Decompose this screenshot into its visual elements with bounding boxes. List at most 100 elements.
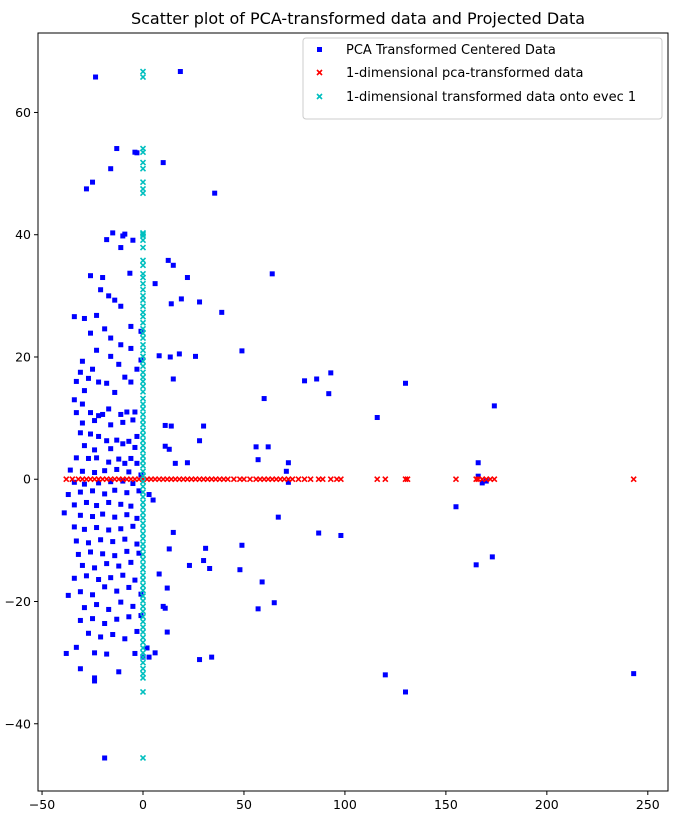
data-point-square <box>130 523 136 529</box>
data-point-square <box>102 584 108 590</box>
data-point-square <box>88 410 93 416</box>
data-point-x <box>139 405 147 413</box>
data-point-x <box>139 582 147 589</box>
data-point-square <box>112 297 118 303</box>
x-tick-label: 0 <box>139 797 147 812</box>
data-point-x <box>139 561 147 568</box>
data-point-square <box>118 501 124 507</box>
data-point-square <box>152 650 158 656</box>
data-point-square <box>453 504 459 510</box>
data-point-square <box>166 446 172 452</box>
data-point-square <box>106 406 112 412</box>
data-point-square <box>314 376 320 382</box>
data-point-square <box>118 342 124 348</box>
y-tick-label: 0 <box>23 472 31 487</box>
data-point-square <box>118 526 124 532</box>
data-point-square <box>168 423 174 429</box>
series-1 <box>61 69 637 761</box>
data-point-square <box>128 379 134 385</box>
data-point-square <box>108 422 114 428</box>
data-point-square <box>83 186 89 192</box>
data-point-square <box>116 563 122 569</box>
data-point-x <box>337 476 344 483</box>
data-point-square <box>83 573 89 579</box>
data-point-square <box>118 245 124 251</box>
data-point-square <box>110 539 116 545</box>
legend-box <box>302 37 663 120</box>
x-tick-label: 200 <box>535 797 559 812</box>
data-point-square <box>81 388 87 394</box>
data-point-x <box>63 476 70 483</box>
data-point-square <box>75 551 81 557</box>
legend: PCA Transformed Centered Data 1-dimensio… <box>302 37 663 120</box>
data-point-square <box>90 366 96 372</box>
data-point-square <box>271 600 277 606</box>
x-axis: −50 0 50 100 150 200 250 <box>29 791 660 812</box>
data-point-square <box>73 538 79 544</box>
data-point-square <box>108 446 114 452</box>
data-point-square <box>77 589 83 595</box>
data-point-square <box>81 605 87 611</box>
data-point-square <box>92 470 98 476</box>
data-point-x <box>139 577 147 584</box>
data-point-x <box>139 468 147 475</box>
data-point-x <box>139 618 147 625</box>
data-point-x <box>139 514 147 521</box>
data-point-square <box>631 671 637 677</box>
data-point-square <box>96 413 102 419</box>
data-point-x <box>139 231 147 238</box>
data-point-square <box>374 415 380 421</box>
data-point-square <box>90 514 96 520</box>
data-point-square <box>127 270 133 276</box>
data-point-square <box>176 351 182 357</box>
data-point-square <box>489 554 495 560</box>
data-point-square <box>207 565 213 571</box>
data-point-square <box>122 636 128 642</box>
data-point-x <box>139 159 147 166</box>
data-point-square <box>201 558 207 564</box>
data-point-square <box>114 588 120 594</box>
data-point-square <box>108 166 114 172</box>
data-point-square <box>197 438 203 444</box>
data-point-square <box>114 616 120 622</box>
data-point-square <box>112 514 118 520</box>
data-point-square <box>162 443 168 449</box>
legend-marker-cyan-x <box>316 93 323 100</box>
data-point-x <box>139 592 147 600</box>
data-point-square <box>100 411 106 417</box>
data-point-square <box>114 437 120 443</box>
legend-label-3: 1-dimensional transformed data onto evec… <box>346 90 636 105</box>
data-point-x <box>139 493 147 501</box>
data-point-square <box>73 410 79 416</box>
data-point-square <box>152 281 158 287</box>
data-point-square <box>90 616 96 622</box>
data-point-square <box>71 575 77 581</box>
data-point-square <box>160 160 166 166</box>
data-point-x <box>139 624 147 631</box>
data-point-square <box>110 230 116 236</box>
data-point-square <box>128 559 134 565</box>
data-point-x <box>139 489 147 496</box>
data-point-x <box>139 363 147 370</box>
legend-label-2: 1-dimensional pca-transformed data <box>346 66 583 81</box>
data-point-square <box>326 391 332 397</box>
data-point-square <box>491 403 497 409</box>
data-point-square <box>92 447 98 453</box>
data-point-square <box>114 466 120 472</box>
plot-area <box>61 68 637 762</box>
data-point-square <box>120 572 126 578</box>
data-point-x <box>139 244 147 251</box>
data-point-square <box>93 74 99 80</box>
legend-label-1: PCA Transformed Centered Data <box>346 43 556 58</box>
y-tick-label: 20 <box>15 349 31 364</box>
data-point-x <box>327 476 334 483</box>
data-point-square <box>265 444 271 450</box>
data-point-square <box>104 380 110 386</box>
data-point-square <box>98 287 104 293</box>
data-point-square <box>65 592 71 598</box>
data-point-square <box>92 565 98 571</box>
data-point-square <box>110 632 116 638</box>
data-point-square <box>126 584 132 590</box>
data-point-x <box>139 659 147 666</box>
data-point-x <box>139 665 147 672</box>
